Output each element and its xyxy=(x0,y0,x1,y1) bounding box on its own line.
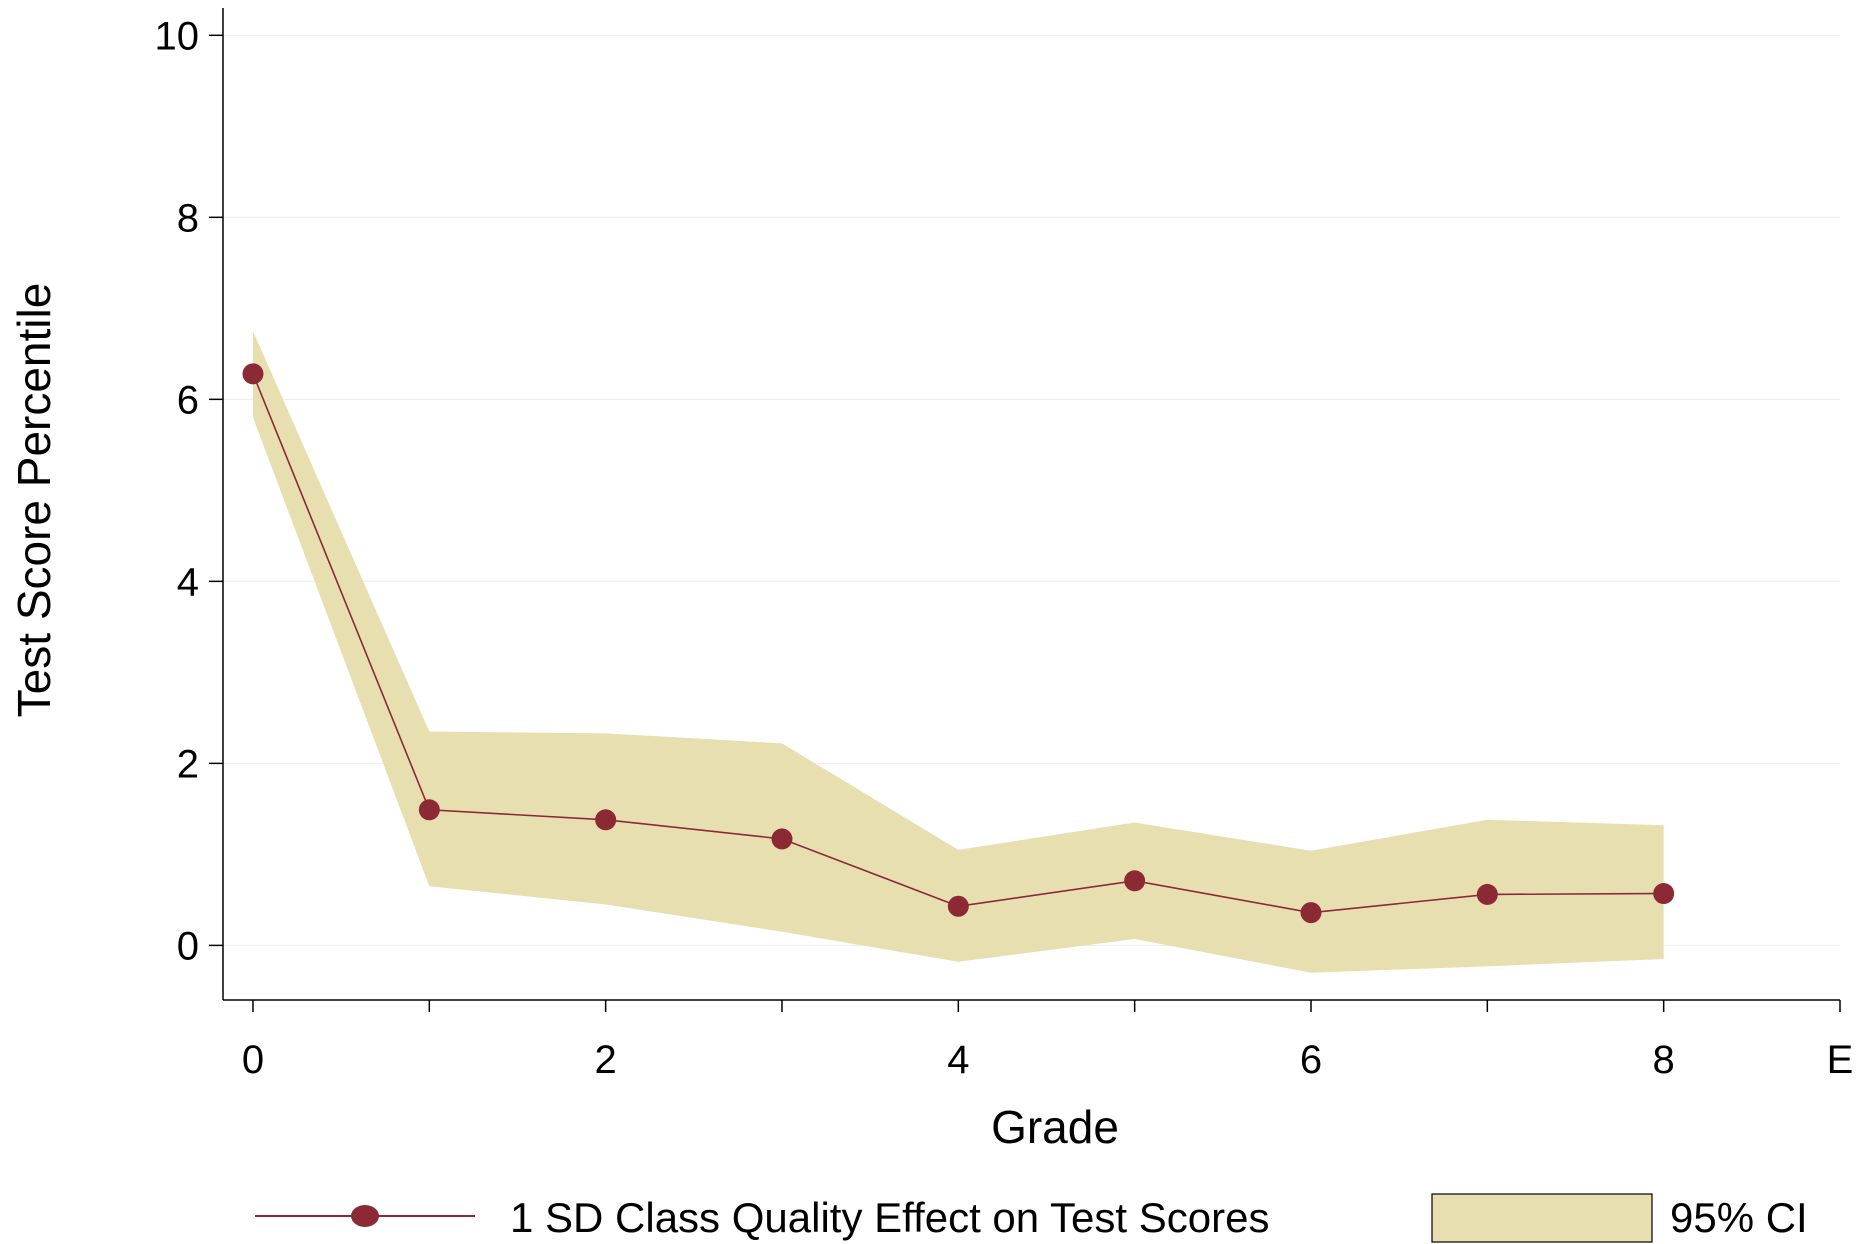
y-axis-title: Test Score Percentile xyxy=(8,283,60,718)
x-tick-label: 8 xyxy=(1653,1038,1675,1082)
y-tick-label: 8 xyxy=(177,196,199,240)
x-tick-label: 0 xyxy=(242,1038,264,1082)
legend: 1 SD Class Quality Effect on Test Scores… xyxy=(255,1193,1808,1243)
data-point xyxy=(1653,883,1675,905)
y-tick-label: 2 xyxy=(177,742,199,786)
x-tick-label: 6 xyxy=(1300,1038,1322,1082)
data-points xyxy=(242,363,1675,924)
y-tick-label: 6 xyxy=(177,378,199,422)
legend-band-swatch xyxy=(1431,1193,1653,1243)
confidence-band-layer xyxy=(252,331,1664,973)
y-tick-label: 4 xyxy=(177,560,199,604)
y-axis-ticks: 0 2 4 6 8 10 xyxy=(155,14,223,968)
data-point xyxy=(1124,870,1146,892)
data-point xyxy=(242,363,264,385)
ci-band xyxy=(252,331,1664,973)
data-point xyxy=(947,895,969,917)
x-axis-ticks: 0 2 4 6 8 E xyxy=(242,1000,1853,1082)
data-point xyxy=(1476,883,1498,905)
legend-label-effect: 1 SD Class Quality Effect on Test Scores xyxy=(510,1194,1269,1241)
x-axis-title: Grade xyxy=(991,1101,1119,1153)
legend-marker-swatch xyxy=(351,1205,379,1227)
y-tick-label: 0 xyxy=(177,924,199,968)
data-point xyxy=(418,799,440,821)
x-tick-label: 2 xyxy=(595,1038,617,1082)
x-tick-label: E xyxy=(1827,1038,1854,1082)
data-point xyxy=(595,809,617,831)
data-point xyxy=(771,828,793,850)
y-tick-label: 10 xyxy=(155,14,200,58)
data-point xyxy=(1300,902,1322,924)
x-tick-label: 4 xyxy=(947,1038,969,1082)
legend-label-ci: 95% CI xyxy=(1670,1194,1808,1241)
